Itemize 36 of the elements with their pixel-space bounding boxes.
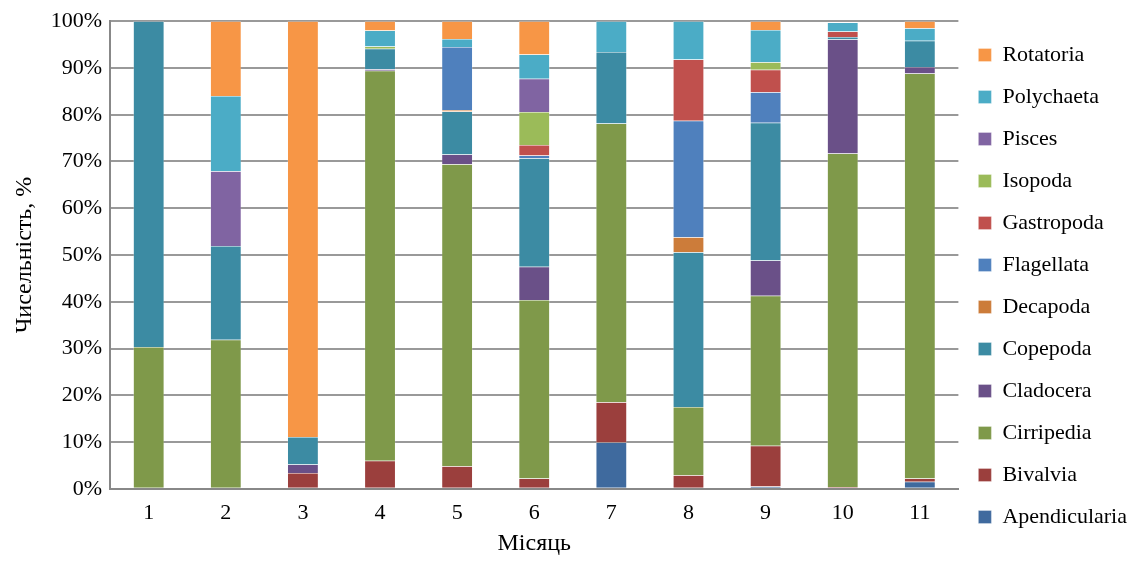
- y-tick-label: 30%: [61, 334, 103, 360]
- x-tick-label: 4: [374, 498, 386, 524]
- y-tick-label: 80%: [61, 100, 103, 126]
- y-tick-label: 60%: [61, 194, 103, 220]
- x-tick-label: 5: [451, 498, 463, 524]
- legend-label: Cirripedia: [1002, 418, 1092, 444]
- legend-label: Cladocera: [1002, 376, 1092, 402]
- legend-label: Bivalvia: [1002, 460, 1078, 486]
- y-tick-label: 0%: [72, 474, 103, 500]
- x-tick-label: 6: [528, 498, 540, 524]
- y-tick-label: 50%: [61, 240, 103, 266]
- legend-label: Apendicularia: [1002, 502, 1128, 528]
- legend-label: Flagellata: [1002, 250, 1090, 276]
- x-axis-title: Місяць: [497, 528, 572, 555]
- x-tick-label: 8: [682, 498, 694, 524]
- x-tick-label: 1: [143, 498, 155, 524]
- legend-label: Rotatoria: [1002, 40, 1085, 66]
- legend-label: Copepoda: [1002, 334, 1092, 360]
- x-tick-label: 10: [831, 498, 854, 524]
- x-tick-label: 2: [220, 498, 232, 524]
- y-axis-title: Чисельність, %: [9, 176, 36, 334]
- x-tick-label: 9: [760, 498, 772, 524]
- legend-label: Polychaeta: [1002, 82, 1100, 108]
- y-tick-label: 20%: [61, 381, 103, 407]
- y-tick-label: 90%: [61, 53, 103, 79]
- x-tick-label: 11: [909, 498, 931, 524]
- legend-label: Isopoda: [1002, 166, 1073, 192]
- y-tick-label: 40%: [61, 287, 103, 313]
- legend-label: Gastropoda: [1002, 208, 1105, 234]
- y-tick-label: 10%: [61, 427, 103, 453]
- legend-label: Decapoda: [1002, 292, 1091, 318]
- x-tick-label: 7: [605, 498, 617, 524]
- y-tick-label: 70%: [61, 147, 103, 173]
- x-tick-label: 3: [297, 498, 309, 524]
- y-tick-label: 100%: [50, 6, 103, 32]
- legend-label: Pisces: [1002, 124, 1058, 150]
